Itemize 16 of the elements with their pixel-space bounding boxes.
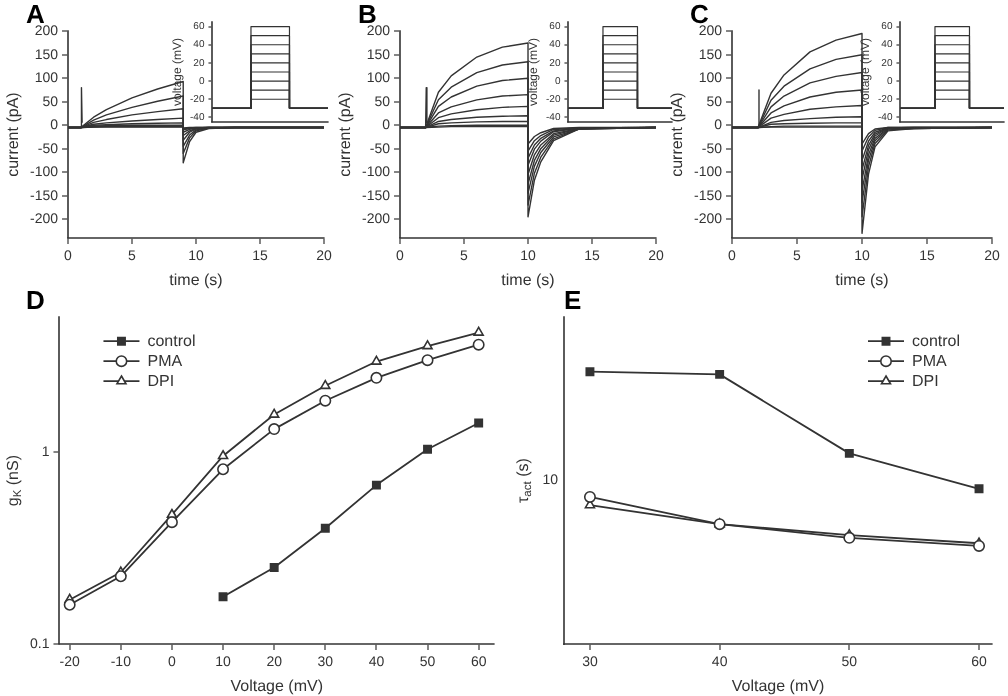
legend-label: PMA — [147, 351, 184, 370]
legend-label: control — [147, 331, 196, 350]
y-axis-title: current (pA) — [667, 91, 686, 177]
x-axis-title: time (s) — [169, 270, 224, 289]
y-axis-title: current (pA) — [3, 91, 22, 177]
x-axis-title: Voltage (mV) — [731, 676, 825, 695]
chart-title: E — [564, 284, 582, 315]
legend-label: control — [912, 331, 961, 350]
legend-label: PMA — [912, 351, 948, 370]
chart-title: D — [26, 284, 45, 315]
x-axis-title: time (s) — [501, 270, 556, 289]
legend-label: DPI — [147, 371, 175, 390]
x-axis-title: Voltage (mV) — [230, 676, 324, 695]
x-axis-title: time (s) — [835, 270, 890, 289]
y-axis-title: current (pA) — [335, 91, 354, 177]
legend-label: DPI — [912, 371, 939, 390]
